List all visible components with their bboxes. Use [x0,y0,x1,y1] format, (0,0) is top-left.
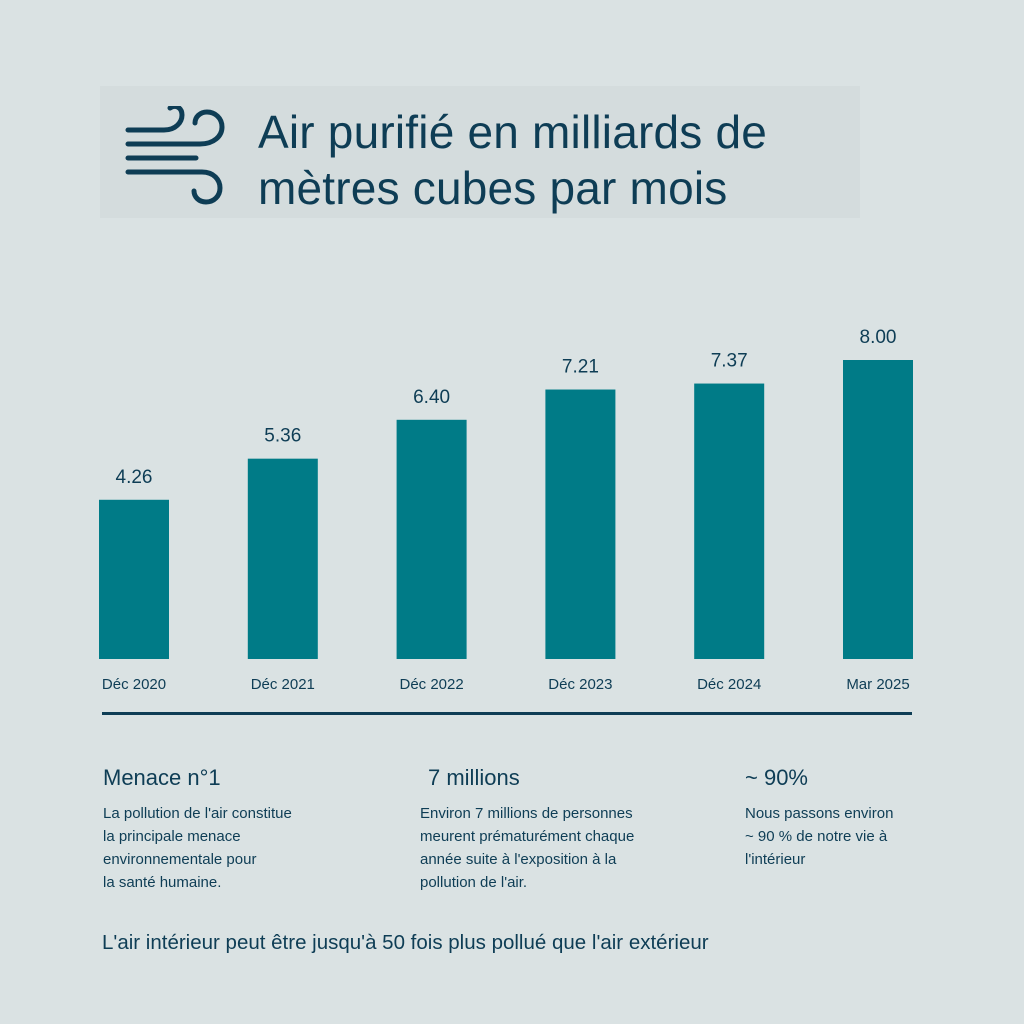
category-label: Déc 2022 [399,676,463,693]
category-label: Déc 2024 [697,676,761,693]
stat-percent: ~ 90% Nous passons environ ~ 90 % de not… [745,764,975,871]
stat-heading: 7 millions [428,765,520,790]
stat-body: La pollution de l'air constitue la princ… [103,802,363,894]
stat-menace: Menace n°1 La pollution de l'air constit… [103,764,363,894]
stat-line: pollution de l'air. [420,874,528,891]
stat-line: environnementale pour [103,851,257,868]
stat-line: Environ 7 millions de personnes [420,805,633,822]
category-label: Mar 2025 [846,676,909,693]
bar-3 [545,389,616,659]
wind-icon [125,106,225,205]
title-line-1: Air purifié en milliards de [258,106,768,158]
bar-0 [99,499,169,659]
header: Air purifié en milliards de mètres cubes… [100,86,860,218]
stat-line: Nous passons environ [745,805,894,822]
bar-chart: 4.26 Déc 2020 5.36 Déc 2021 6.40 Déc 2022 7.21… [99,327,913,693]
stat-line: la principale menace [103,828,241,845]
chart-divider [102,712,912,715]
stat-line: année suite à l'exposition à la [420,851,617,868]
page-title: Air purifié en milliards de mètres cubes… [258,104,858,216]
stat-line: ~ 90 % de notre vie à [745,828,888,845]
value-label: 6.40 [413,387,450,408]
value-label: 8.00 [860,327,897,348]
stat-line: l'intérieur [745,851,806,868]
stat-body: Environ 7 millions de personnes meurent … [420,802,720,894]
bar-1 [247,458,318,659]
stat-heading: Menace n°1 [103,765,221,790]
category-label: Déc 2020 [102,676,166,693]
footer-note: L'air intérieur peut être jusqu'à 50 foi… [102,931,709,954]
stat-line: la santé humaine. [103,874,222,891]
stat-line: La pollution de l'air constitue [103,805,292,822]
title-line-2: mètres cubes par mois [258,162,728,214]
value-label: 7.21 [562,357,599,378]
value-label: 7.37 [711,351,748,372]
stat-millions: 7 millions Environ 7 millions de personn… [420,764,720,894]
stat-body: Nous passons environ ~ 90 % de notre vie… [745,802,975,871]
bar-2 [396,419,467,659]
category-label: Déc 2023 [548,676,612,693]
value-label: 4.26 [116,467,153,488]
category-label: Déc 2021 [251,676,315,693]
stat-line: meurent prématurément chaque [420,828,635,845]
bar-4 [694,383,765,659]
value-label: 5.36 [264,426,301,447]
stat-heading: ~ 90% [745,765,808,790]
bar-5 [843,360,913,659]
